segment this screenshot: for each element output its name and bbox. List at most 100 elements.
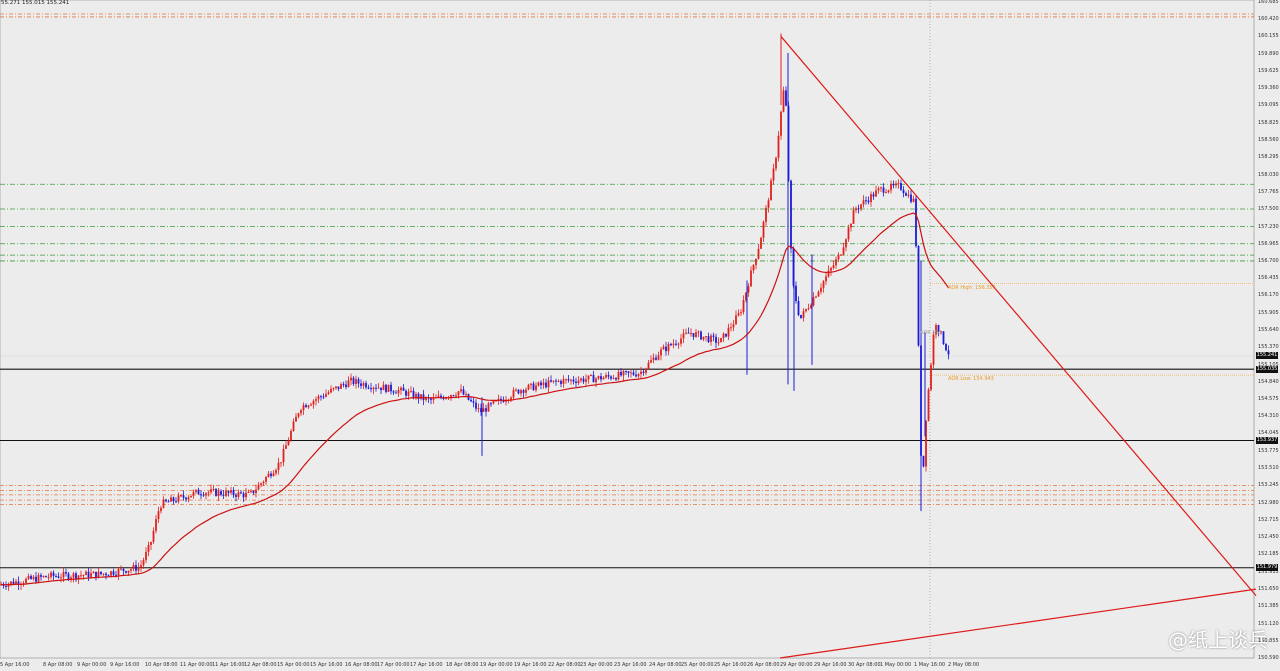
candle-body bbox=[405, 390, 407, 396]
candle-body bbox=[500, 398, 502, 401]
candle-body bbox=[90, 573, 92, 578]
time-axis-label: 16 Apr 08:00 bbox=[345, 662, 378, 668]
candle-body bbox=[242, 493, 245, 498]
price-axis-label: 151.650 bbox=[1258, 586, 1279, 593]
candle-body bbox=[605, 375, 607, 378]
price-axis-label: 157.230 bbox=[1258, 223, 1279, 230]
candle-body bbox=[770, 180, 772, 201]
candle-body bbox=[662, 346, 665, 350]
price-axis-label: 152.980 bbox=[1258, 499, 1279, 506]
candle-body bbox=[47, 577, 50, 579]
candle-body bbox=[505, 400, 507, 402]
candle-body bbox=[97, 571, 100, 578]
time-axis-label: 19 Apr 00:00 bbox=[480, 662, 513, 668]
candle-body bbox=[632, 372, 635, 375]
candle-body bbox=[722, 333, 725, 338]
candle-body bbox=[95, 571, 97, 578]
candle-body bbox=[597, 376, 600, 379]
candle-body bbox=[575, 381, 577, 384]
candle-body bbox=[350, 377, 352, 381]
candle-body bbox=[225, 491, 227, 496]
candle-body bbox=[122, 568, 125, 572]
candle-body bbox=[577, 380, 580, 384]
candle-body bbox=[810, 305, 812, 309]
candle-body bbox=[780, 111, 782, 136]
price-axis-label: 154.045 bbox=[1258, 430, 1279, 437]
candle-body bbox=[430, 398, 432, 400]
time-axis-label: 29 Apr 00:00 bbox=[780, 662, 813, 668]
candle-body bbox=[247, 491, 250, 493]
candle-body bbox=[637, 374, 640, 377]
candle-body bbox=[330, 388, 332, 393]
candle-body bbox=[40, 575, 42, 577]
candle-body bbox=[140, 565, 142, 568]
candle-body bbox=[45, 576, 47, 578]
candle-body bbox=[2, 584, 5, 586]
candle-body bbox=[287, 440, 290, 446]
candle-body bbox=[695, 332, 697, 337]
candle-body bbox=[50, 572, 52, 578]
price-axis-label: 150.855 bbox=[1258, 637, 1279, 644]
candle-body bbox=[55, 576, 57, 578]
candle-body bbox=[562, 379, 565, 384]
candle-body bbox=[737, 313, 740, 316]
candle-body bbox=[35, 576, 37, 582]
price-axis-label: 160.685 bbox=[1258, 0, 1279, 5]
candle-body bbox=[530, 383, 532, 385]
candle-body bbox=[292, 421, 295, 432]
candle-body bbox=[125, 571, 127, 573]
candle-body bbox=[255, 489, 257, 494]
candle-body bbox=[400, 387, 402, 391]
time-axis-label: 9 Apr 00:00 bbox=[77, 662, 107, 668]
candle-body bbox=[127, 570, 130, 573]
candle-body bbox=[630, 372, 632, 374]
candle-body bbox=[265, 477, 267, 482]
candle-body bbox=[502, 400, 505, 402]
candle-body bbox=[852, 210, 855, 224]
candle-body bbox=[635, 374, 637, 377]
candle-body bbox=[280, 462, 282, 464]
candle-body bbox=[322, 396, 325, 398]
candle-body bbox=[105, 573, 107, 576]
candle-body bbox=[415, 393, 417, 398]
candle-body bbox=[570, 379, 572, 381]
candle-body bbox=[710, 335, 712, 342]
candle-body bbox=[647, 362, 650, 369]
candle-body bbox=[215, 489, 217, 496]
time-axis-label: 17 Apr 00:00 bbox=[377, 662, 410, 668]
time-axis-label: 26 Apr 08:00 bbox=[747, 662, 780, 668]
price-axis-label: 158.825 bbox=[1258, 119, 1279, 126]
candle-body bbox=[752, 264, 755, 271]
candle-body bbox=[870, 194, 872, 203]
time-axis-label: 23 Apr 00:00 bbox=[580, 662, 613, 668]
price-axis-label: 156.435 bbox=[1258, 275, 1279, 282]
candle-body bbox=[687, 332, 690, 334]
candle-body bbox=[735, 315, 737, 325]
candle-body bbox=[867, 200, 870, 203]
time-axis-label: 11 Apr 00:00 bbox=[180, 662, 213, 668]
price-axis-label: 157.765 bbox=[1258, 188, 1279, 195]
candle-body bbox=[805, 309, 807, 312]
candle-body bbox=[310, 404, 312, 406]
candle-body bbox=[452, 395, 455, 397]
candle-body bbox=[337, 386, 340, 389]
candle-body bbox=[540, 382, 542, 386]
candle-body bbox=[212, 489, 215, 491]
candle-body bbox=[670, 343, 672, 346]
candle-body bbox=[275, 469, 277, 474]
candle-body bbox=[495, 400, 497, 402]
candle-body bbox=[572, 379, 575, 382]
price-axis-label: 150.590 bbox=[1258, 655, 1279, 661]
candle-body bbox=[820, 287, 822, 292]
candle-body bbox=[790, 180, 792, 249]
candle-body bbox=[772, 168, 775, 181]
candle-body bbox=[705, 336, 707, 338]
candle-body bbox=[37, 575, 40, 582]
candle-body bbox=[660, 349, 662, 356]
candle-body bbox=[437, 395, 440, 398]
candle-body bbox=[42, 576, 45, 578]
time-axis-label: 19 Apr 16:00 bbox=[514, 662, 547, 668]
time-axis-label: 15 Apr 16:00 bbox=[310, 662, 343, 668]
